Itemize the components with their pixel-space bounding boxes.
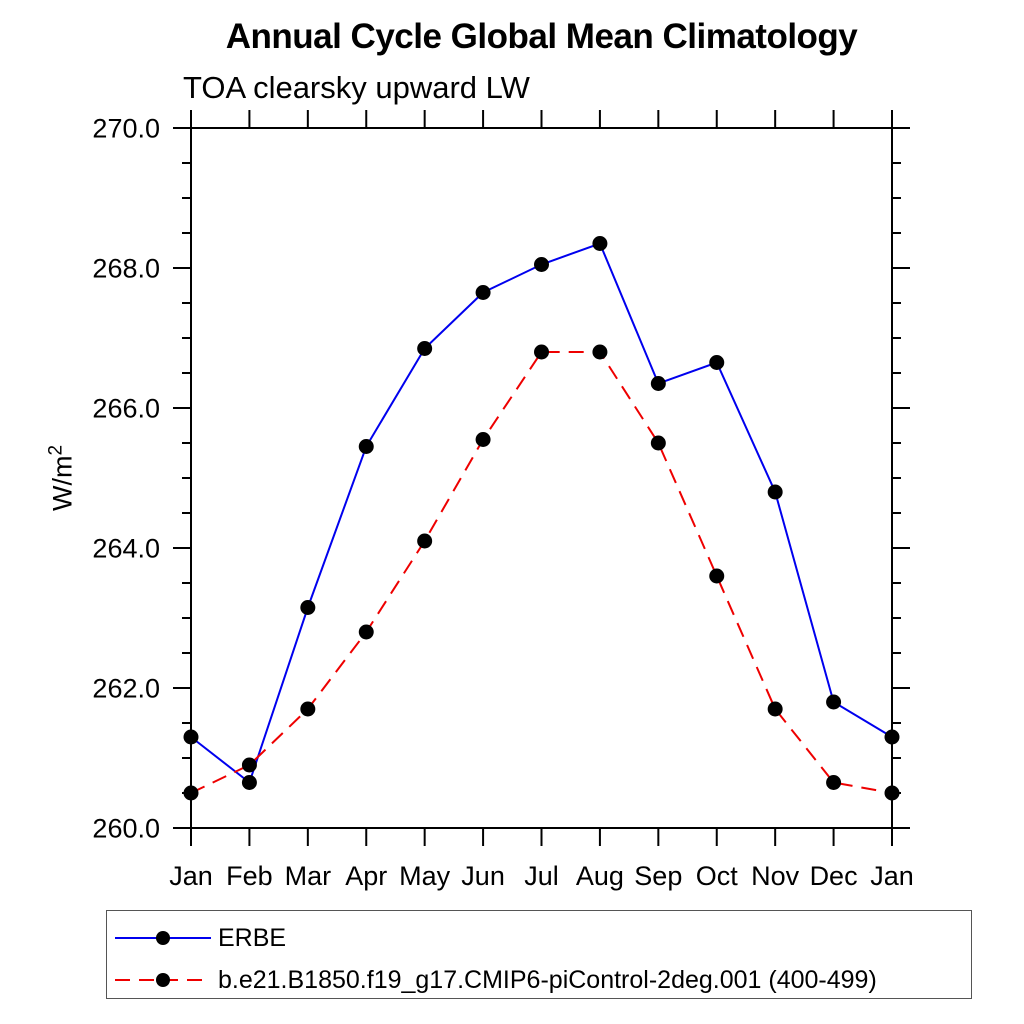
x-tick-label: Feb [226,861,273,891]
legend-label: ERBE [218,923,287,952]
x-tick-label: Mar [285,861,332,891]
y-tick-label: 270.0 [92,114,160,144]
legend-line-sample-dashed [115,973,211,987]
data-point-marker [826,775,842,790]
x-tick-label: Jul [524,861,559,891]
series-line-dashed [190,351,893,794]
data-point-marker [884,785,900,801]
data-point-marker [241,757,257,773]
y-tick-label: 260.0 [92,814,160,844]
data-point-marker [884,729,900,745]
legend: ERBE b.e21.B1850.f19_g17.CMIP6-piControl… [106,910,972,999]
legend-label: b.e21.B1850.f19_g17.CMIP6-piControl-2deg… [218,965,877,994]
x-tick-label: May [399,861,451,891]
legend-marker-icon [156,931,170,945]
data-point-marker [300,600,316,615]
data-point-marker [300,701,316,717]
data-point-marker [709,568,725,584]
x-tick-label: Jun [461,861,505,891]
data-point-marker [767,484,783,500]
plot-frame [190,127,893,829]
data-point-marker [592,344,608,360]
x-tick-label: Aug [576,861,624,891]
legend-entry-erbe: ERBE [113,923,286,953]
data-point-marker [183,729,199,745]
data-point-marker [241,775,257,790]
chart-title: Annual Cycle Global Mean Climatology [225,17,858,56]
data-point-marker [650,435,666,451]
y-tick-label: 268.0 [92,254,160,284]
data-point-marker [767,701,783,717]
data-point-marker [534,344,549,360]
y-tick-label: 264.0 [92,534,160,564]
legend-entry-model: b.e21.B1850.f19_g17.CMIP6-piControl-2deg… [113,965,877,995]
x-tick-label: Oct [696,861,739,891]
data-point-marker [475,432,491,447]
legend-marker-icon [156,973,170,987]
data-point-marker [475,285,491,300]
x-tick-label: Nov [751,861,800,891]
x-tick-label: Apr [345,861,387,891]
data-point-marker [709,355,725,370]
y-tick-label: 262.0 [92,674,160,704]
data-point-marker [417,341,433,356]
x-tick-label: Jan [169,861,213,891]
series-line-solid [190,242,893,785]
legend-line-sample-solid [115,931,211,945]
data-point-marker [650,376,666,391]
data-point-marker [183,785,199,801]
data-point-marker [358,439,374,454]
x-tick-label: Jan [870,861,914,891]
data-point-marker [534,257,549,272]
data-point-marker [826,694,842,710]
data-point-marker [417,533,433,549]
chart-subtitle: TOA clearsky upward LW [183,70,530,105]
data-point-marker [592,236,608,251]
y-tick-label: 266.0 [92,394,160,424]
data-point-marker [358,624,374,640]
x-tick-label: Dec [810,861,858,891]
x-tick-label: Sep [634,861,682,891]
